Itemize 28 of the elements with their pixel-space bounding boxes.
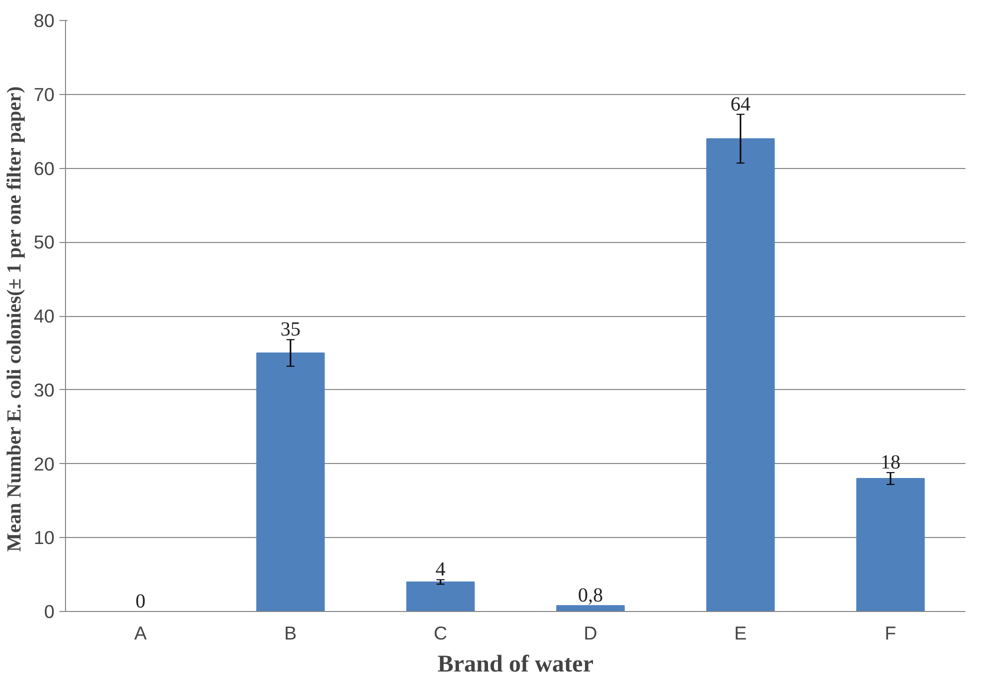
bar [856, 478, 925, 612]
y-tick-label: 10 [34, 527, 55, 548]
data-label: 18 [880, 452, 900, 474]
bar [706, 138, 775, 612]
bar [556, 605, 625, 612]
y-tick-label: 30 [34, 379, 55, 400]
x-tick-label: C [434, 622, 448, 644]
y-axis-title: Mean Number E. coli colonies(± 1 per one filter paper) [4, 86, 26, 552]
y-tick-label: 70 [34, 84, 55, 105]
data-label: 64 [730, 93, 750, 116]
data-label: 4 [436, 558, 446, 581]
bar [256, 352, 325, 612]
y-tick-label: 60 [34, 158, 55, 179]
data-label: 0 [136, 590, 146, 612]
x-tick-label: F [884, 622, 896, 644]
y-tick-label: 50 [34, 232, 55, 253]
y-tick-label: 20 [34, 453, 55, 474]
y-tick-label: 80 [34, 10, 55, 31]
data-label: 35 [280, 318, 300, 341]
data-label: 0,8 [578, 584, 603, 607]
x-axis-title: Brand of water [438, 652, 594, 678]
bar [406, 581, 475, 612]
x-tick-label: A [134, 622, 148, 644]
x-tick-label: E [734, 622, 747, 644]
y-tick-label: 0 [44, 601, 55, 622]
x-tick-label: D [584, 622, 598, 644]
y-tick-label: 40 [34, 306, 55, 326]
x-tick-label: B [284, 622, 297, 644]
